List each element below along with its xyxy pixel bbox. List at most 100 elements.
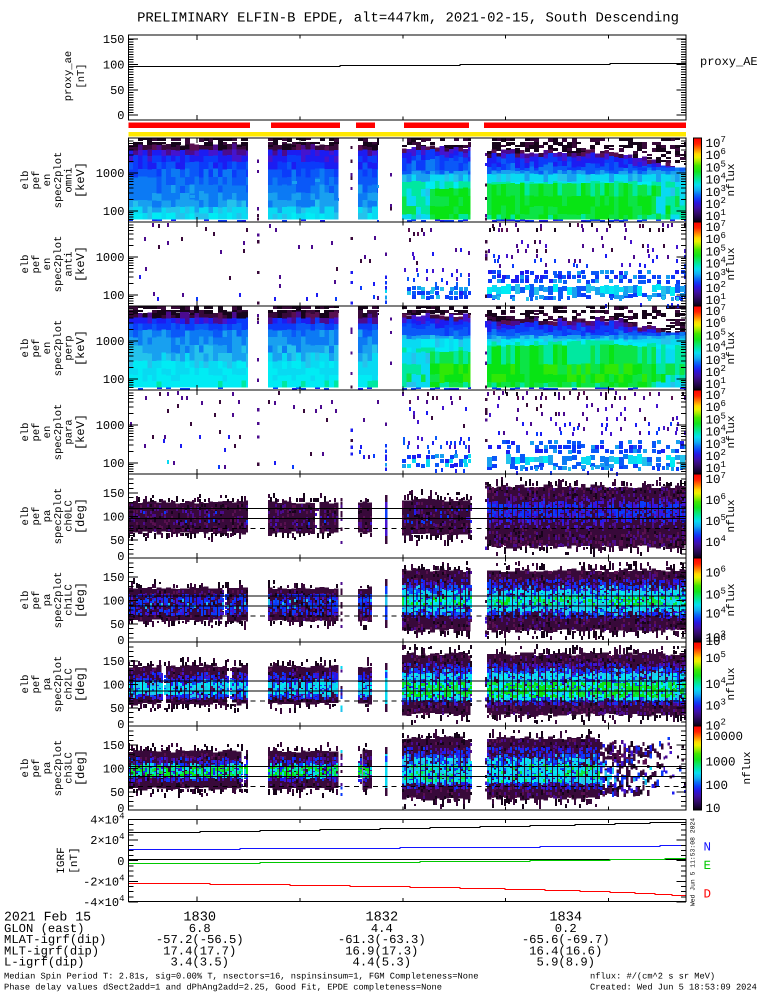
svg-text:150: 150 bbox=[103, 655, 125, 669]
svg-text:100: 100 bbox=[706, 779, 729, 793]
svg-text:spec2plot: spec2plot bbox=[53, 320, 65, 377]
svg-text:spec2plot: spec2plot bbox=[53, 740, 65, 797]
svg-text:2021 Feb 15: 2021 Feb 15 bbox=[4, 910, 91, 925]
svg-text:0: 0 bbox=[117, 855, 124, 869]
svg-text:omni: omni bbox=[64, 167, 76, 192]
svg-text:0: 0 bbox=[117, 802, 124, 816]
svg-text:[deg]: [deg] bbox=[74, 750, 88, 786]
svg-text:1000: 1000 bbox=[96, 335, 125, 349]
svg-text:pef: pef bbox=[31, 423, 43, 442]
svg-text:en: en bbox=[42, 342, 54, 355]
svg-text:100: 100 bbox=[103, 511, 125, 525]
svg-text:3.4(3.5): 3.4(3.5) bbox=[170, 956, 229, 970]
svg-text:16.9(17.3): 16.9(17.3) bbox=[345, 944, 418, 958]
svg-text:1000: 1000 bbox=[706, 755, 736, 769]
svg-text:para: para bbox=[64, 419, 76, 444]
svg-text:elb: elb bbox=[20, 255, 32, 274]
svg-text:2×104: 2×104 bbox=[90, 832, 124, 848]
svg-text:nflux: nflux bbox=[742, 751, 754, 784]
svg-text:50: 50 bbox=[110, 84, 124, 98]
svg-text:nflux: nflux bbox=[726, 247, 738, 280]
svg-text:[keV]: [keV] bbox=[74, 414, 88, 450]
svg-text:nflux: #/(cm^2 s sr MeV): nflux: #/(cm^2 s sr MeV) bbox=[590, 972, 715, 982]
svg-text:spec2plot: spec2plot bbox=[53, 488, 65, 545]
svg-text:100: 100 bbox=[103, 289, 125, 303]
svg-text:1830: 1830 bbox=[183, 911, 216, 926]
svg-text:nflux: nflux bbox=[726, 667, 738, 700]
svg-text:0: 0 bbox=[117, 718, 124, 732]
svg-text:100: 100 bbox=[103, 763, 125, 777]
svg-text:elb: elb bbox=[20, 591, 32, 610]
svg-text:[nT]: [nT] bbox=[76, 63, 88, 88]
svg-text:nflux: nflux bbox=[726, 499, 738, 532]
svg-text:10: 10 bbox=[706, 802, 721, 816]
svg-text:E: E bbox=[704, 859, 712, 873]
svg-text:0: 0 bbox=[117, 550, 124, 564]
svg-text:ch0LC: ch0LC bbox=[64, 500, 76, 532]
svg-text:en: en bbox=[42, 174, 54, 187]
svg-text:proxy_ae: proxy_ae bbox=[63, 51, 75, 101]
svg-text:-4×104: -4×104 bbox=[83, 894, 124, 910]
svg-text:pa: pa bbox=[42, 678, 54, 691]
svg-text:50: 50 bbox=[110, 534, 124, 548]
svg-text:-2×104: -2×104 bbox=[83, 873, 124, 889]
svg-text:pef: pef bbox=[31, 507, 43, 526]
svg-text:-61.3(-63.3): -61.3(-63.3) bbox=[338, 933, 426, 947]
svg-text:4.4(5.3): 4.4(5.3) bbox=[353, 956, 412, 970]
svg-text:pef: pef bbox=[31, 171, 43, 190]
svg-text:anti: anti bbox=[64, 251, 76, 276]
svg-text:[deg]: [deg] bbox=[74, 582, 88, 618]
svg-text:spec2plot: spec2plot bbox=[53, 236, 65, 293]
svg-text:IGRF: IGRF bbox=[56, 847, 68, 873]
svg-text:Created: Wed Jun 5 18:53:09 2: Created: Wed Jun 5 18:53:09 2024 bbox=[590, 983, 757, 993]
svg-text:en: en bbox=[42, 426, 54, 439]
svg-text:pef: pef bbox=[31, 759, 43, 778]
svg-text:150: 150 bbox=[103, 571, 125, 585]
svg-text:pef: pef bbox=[31, 255, 43, 274]
svg-text:[nT]: [nT] bbox=[69, 847, 81, 873]
svg-text:pef: pef bbox=[31, 339, 43, 358]
svg-text:150: 150 bbox=[103, 487, 125, 501]
svg-text:1834: 1834 bbox=[549, 911, 582, 926]
svg-text:0.2: 0.2 bbox=[555, 922, 577, 936]
svg-text:nflux: nflux bbox=[726, 163, 738, 196]
svg-text:L-igrf(dip): L-igrf(dip) bbox=[4, 956, 84, 970]
svg-text:50: 50 bbox=[110, 702, 124, 716]
svg-text:spec2plot: spec2plot bbox=[53, 572, 65, 629]
svg-text:50: 50 bbox=[110, 618, 124, 632]
svg-text:ch1LC: ch1LC bbox=[64, 584, 76, 616]
svg-text:spec2plot: spec2plot bbox=[53, 656, 65, 713]
svg-text:[keV]: [keV] bbox=[74, 162, 88, 198]
svg-text:elb: elb bbox=[20, 759, 32, 778]
svg-text:6.8: 6.8 bbox=[189, 922, 211, 936]
svg-text:17.4(17.7): 17.4(17.7) bbox=[163, 944, 236, 958]
svg-text:GLON (east): GLON (east) bbox=[4, 922, 84, 936]
svg-text:PRELIMINARY ELFIN-B EPDE, alt=: PRELIMINARY ELFIN-B EPDE, alt=447km, 202… bbox=[137, 11, 679, 27]
svg-text:nflux: nflux bbox=[726, 331, 738, 364]
svg-text:ch3LC: ch3LC bbox=[64, 752, 76, 784]
svg-text:100: 100 bbox=[103, 59, 125, 73]
svg-text:50: 50 bbox=[110, 786, 124, 800]
svg-text:100: 100 bbox=[103, 679, 125, 693]
svg-text:5.9(8.9): 5.9(8.9) bbox=[536, 956, 595, 970]
svg-text:pa: pa bbox=[42, 510, 54, 523]
svg-text:elb: elb bbox=[20, 675, 32, 694]
svg-text:1000: 1000 bbox=[96, 419, 125, 433]
svg-text:nflux: nflux bbox=[726, 583, 738, 616]
svg-text:proxy_AE: proxy_AE bbox=[700, 55, 758, 69]
svg-text:100: 100 bbox=[103, 373, 125, 387]
svg-text:100: 100 bbox=[103, 595, 125, 609]
svg-text:4×104: 4×104 bbox=[90, 812, 124, 828]
svg-text:0: 0 bbox=[117, 109, 124, 123]
svg-text:Median Spin Period T: 2.81s, s: Median Spin Period T: 2.81s, sig=0.00% T… bbox=[4, 972, 478, 982]
svg-text:elb: elb bbox=[20, 423, 32, 442]
svg-text:[deg]: [deg] bbox=[74, 498, 88, 534]
svg-text:D: D bbox=[704, 888, 712, 902]
svg-text:Phase delay values dSect2add=1: Phase delay values dSect2add=1 and dPhAn… bbox=[4, 983, 442, 993]
svg-text:N: N bbox=[704, 841, 712, 855]
svg-text:elb: elb bbox=[20, 339, 32, 358]
svg-text:1832: 1832 bbox=[365, 911, 398, 926]
svg-text:pa: pa bbox=[42, 762, 54, 775]
svg-text:100: 100 bbox=[103, 205, 125, 219]
svg-text:16.4(16.6): 16.4(16.6) bbox=[529, 944, 602, 958]
